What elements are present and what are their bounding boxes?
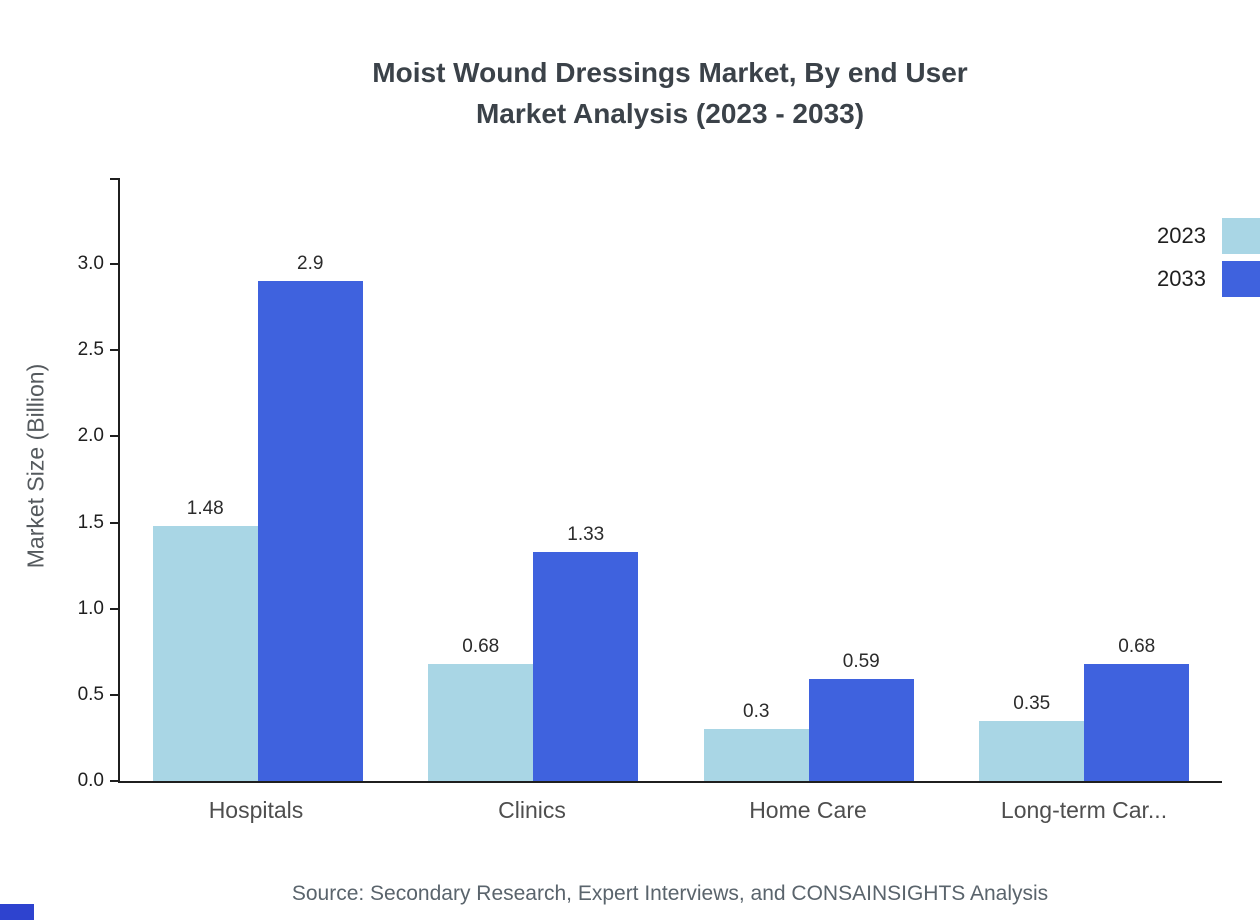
bar-pair: 0.35 0.68 (979, 178, 1190, 781)
legend-item-2033: 2033 (1157, 259, 1260, 299)
y-axis-tick (110, 349, 120, 352)
bar-value-label: 0.35 (1013, 692, 1051, 714)
y-axis-tick (110, 607, 120, 610)
logo-fragment (0, 904, 34, 920)
y-axis-tick-label: 1.0 (77, 597, 104, 619)
x-axis-category-label-hospitals: Hospitals (208, 797, 304, 823)
y-axis-tick (110, 263, 120, 266)
bar-value-label: 0.68 (1118, 635, 1156, 657)
bar-value-label: 2.9 (297, 253, 324, 275)
y-axis-tick (110, 780, 120, 782)
bar-group-home-care: 0.3 0.59 (671, 178, 947, 781)
bar-column-2023-hospitals: 1.48 (152, 178, 258, 781)
bar-groups-container: 1.48 2.9 0.68 1.33 0.3 0.59 0.35 0.68 (120, 178, 1222, 781)
bar-2033-clinics (533, 551, 639, 781)
bar-column-2023-long-term-car: 0.35 (979, 178, 1085, 781)
bar-2023-home-care (703, 729, 809, 781)
bar-column-2023-clinics: 0.68 (428, 178, 534, 781)
y-axis-tick-label: 3.0 (77, 253, 104, 275)
bar-2023-hospitals (152, 526, 258, 781)
y-axis-tick (110, 693, 120, 696)
bar-column-2033-hospitals: 2.9 (257, 178, 363, 781)
y-axis-label: Market Size (Billion) (22, 363, 49, 569)
x-axis-category-label-home-care: Home Care (749, 797, 867, 823)
bar-value-label: 1.33 (567, 523, 605, 545)
legend-label-2023: 2023 (1157, 223, 1206, 248)
x-axis-category-label-clinics: Clinics (498, 797, 566, 823)
chart-subtitle: Market Analysis (2023 - 2033) (475, 98, 865, 129)
bar-column-2033-long-term-car: 0.68 (1084, 178, 1190, 781)
bar-value-label: 0.59 (842, 651, 880, 673)
bar-pair: 0.3 0.59 (703, 178, 914, 781)
bar-group-hospitals: 1.48 2.9 (120, 178, 396, 781)
y-axis-tick-label: 0.5 (77, 683, 104, 705)
bar-value-label: 1.48 (186, 498, 224, 520)
legend-swatch-2033 (1222, 261, 1260, 297)
bar-2033-home-care (808, 679, 914, 781)
x-axis-category-label-long-term-car: Long-term Car... (1000, 797, 1168, 823)
y-axis-tick (110, 521, 120, 524)
chart-title: Moist Wound Dressings Market, By end Use… (372, 57, 968, 88)
y-axis-tick-label: 2.0 (77, 425, 104, 447)
bar-value-label: 0.3 (743, 701, 770, 723)
bar-column-2033-home-care: 0.59 (808, 178, 914, 781)
bar-pair: 0.68 1.33 (428, 178, 639, 781)
y-axis-tick-label: 0.0 (77, 770, 104, 791)
bar-2023-clinics (428, 663, 534, 781)
bar-column-2023-home-care: 0.3 (703, 178, 809, 781)
y-axis-tick-label: 1.5 (77, 511, 104, 533)
y-axis-tick-label: 2.5 (77, 339, 104, 361)
bar-value-label: 0.68 (462, 635, 500, 657)
legend-label-2033: 2033 (1157, 266, 1206, 291)
bar-column-2033-clinics: 1.33 (533, 178, 639, 781)
bar-2033-hospitals (257, 281, 363, 781)
plot-area: 1.48 2.9 0.68 1.33 0.3 0.59 0.35 0.68 0.0 0.5 1.0… (78, 178, 1222, 791)
legend-item-2023: 2023 (1157, 216, 1260, 256)
bar-group-long-term-car: 0.35 0.68 (947, 178, 1223, 781)
legend: 2023 2033 (1157, 216, 1260, 302)
bar-pair: 1.48 2.9 (152, 178, 363, 781)
source-note: Source: Secondary Research, Expert Inter… (291, 882, 1049, 905)
y-axis-tick (110, 435, 120, 438)
bar-2023-long-term-car (979, 720, 1085, 781)
x-axis-labels: Hospitals Clinics Home Care Long-term Car..… (118, 797, 1222, 824)
legend-swatch-2023 (1222, 218, 1260, 254)
y-axis-end-tick (110, 178, 120, 180)
title-area: Moist Wound Dressings Market, By end Use… (80, 52, 1260, 134)
bar-group-clinics: 0.68 1.33 (396, 178, 672, 781)
bar-2033-long-term-car (1084, 663, 1190, 781)
